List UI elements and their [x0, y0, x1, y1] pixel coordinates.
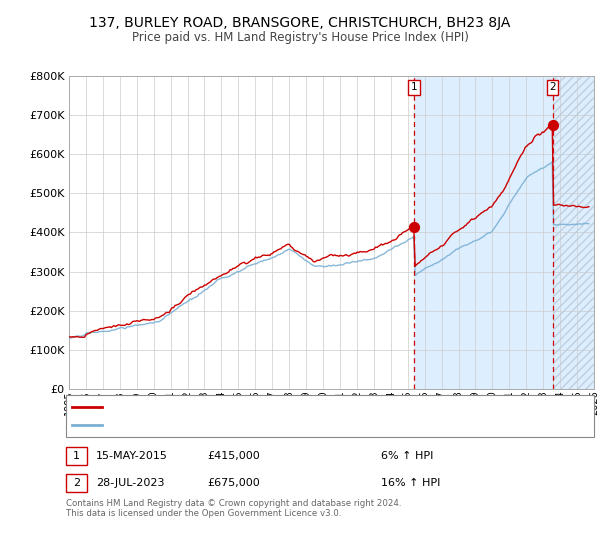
Text: 28-JUL-2023: 28-JUL-2023 [96, 478, 164, 488]
Text: 6% ↑ HPI: 6% ↑ HPI [381, 451, 433, 461]
Text: HPI: Average price, detached house, New Forest: HPI: Average price, detached house, New … [108, 420, 348, 430]
Text: Contains HM Land Registry data © Crown copyright and database right 2024.
This d: Contains HM Land Registry data © Crown c… [66, 499, 401, 519]
Point [409, 222, 419, 231]
Text: 16% ↑ HPI: 16% ↑ HPI [381, 478, 440, 488]
Bar [414, 76, 594, 389]
Text: £415,000: £415,000 [207, 451, 260, 461]
Text: 137, BURLEY ROAD, BRANSGORE, CHRISTCHURCH, BH23 8JA (detached house): 137, BURLEY ROAD, BRANSGORE, CHRISTCHURC… [108, 402, 501, 412]
Text: 1: 1 [410, 82, 417, 92]
Text: Price paid vs. HM Land Registry's House Price Index (HPI): Price paid vs. HM Land Registry's House … [131, 31, 469, 44]
Bar [553, 76, 594, 389]
Text: 15-MAY-2015: 15-MAY-2015 [96, 451, 168, 461]
Text: 2: 2 [549, 82, 556, 92]
Text: 2: 2 [73, 478, 80, 488]
Text: £675,000: £675,000 [207, 478, 260, 488]
Text: 137, BURLEY ROAD, BRANSGORE, CHRISTCHURCH, BH23 8JA: 137, BURLEY ROAD, BRANSGORE, CHRISTCHURC… [89, 16, 511, 30]
Text: 1: 1 [73, 451, 80, 461]
Point [548, 120, 557, 129]
